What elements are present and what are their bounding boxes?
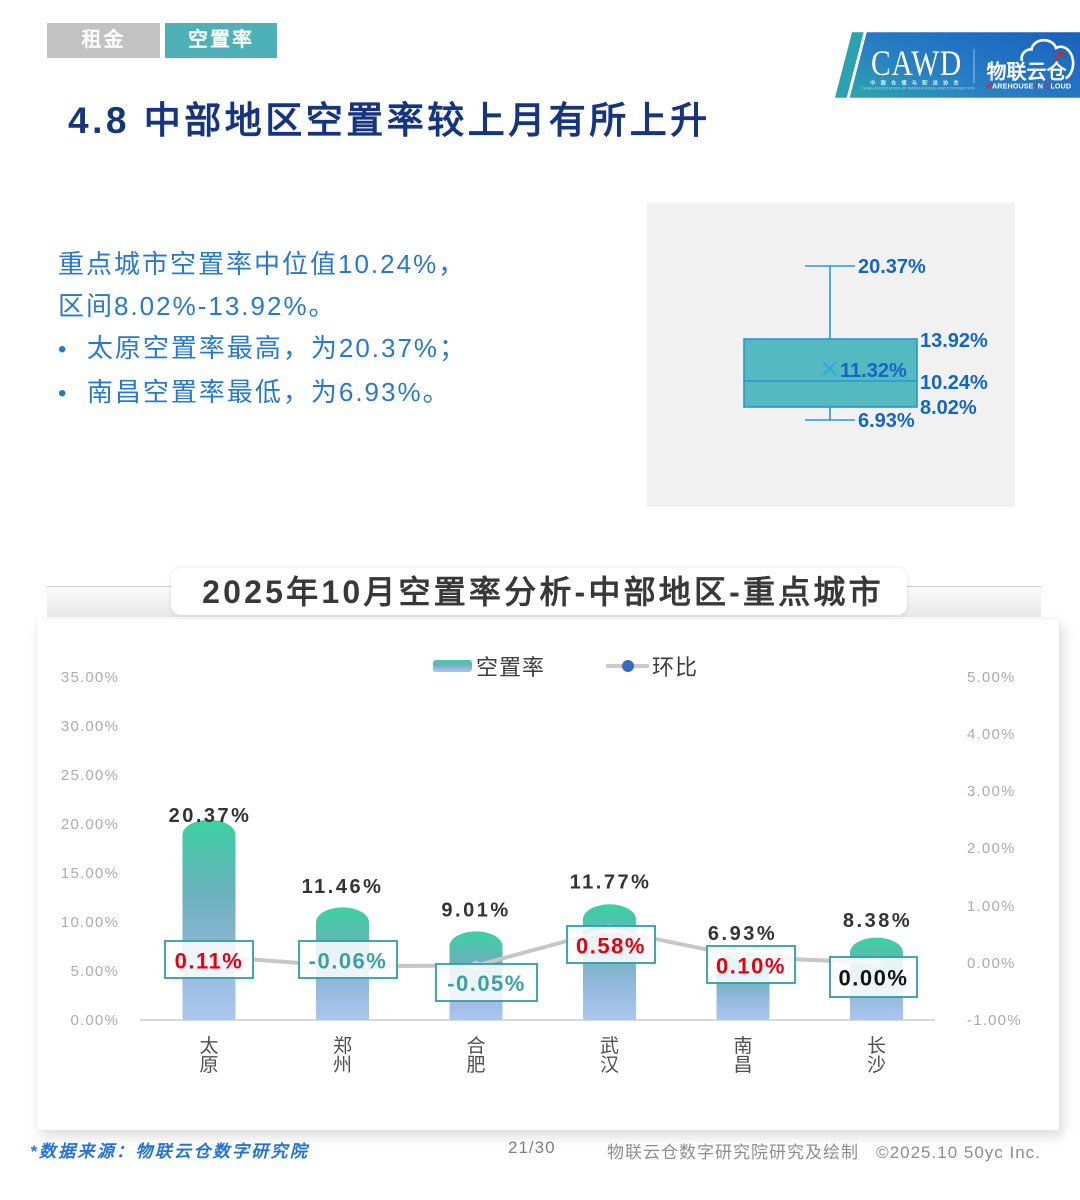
svg-text:-1.00%: -1.00%	[967, 1012, 1022, 1029]
svg-text:11.77%: 11.77%	[570, 872, 652, 894]
svg-text:WAREHOUSE IN CLOUD: WAREHOUSE IN CLOUD	[986, 82, 1072, 91]
svg-text:20.37%: 20.37%	[169, 805, 252, 827]
svg-text:20.00%: 20.00%	[61, 816, 119, 833]
svg-text:中国仓储与配送协会: 中国仓储与配送协会	[870, 79, 964, 87]
svg-text:长: 长	[867, 1035, 886, 1057]
svg-text:0.00%: 0.00%	[967, 955, 1016, 972]
svg-text:汉: 汉	[600, 1054, 619, 1076]
svg-text:CHINA ASSOCIATION OF WAREHOUSI: CHINA ASSOCIATION OF WAREHOUSING AND DIS…	[861, 87, 975, 91]
svg-text:-0.05%: -0.05%	[447, 971, 526, 996]
svg-text:11.32%: 11.32%	[840, 360, 907, 382]
svg-text:南: 南	[733, 1035, 752, 1057]
svg-text:沙: 沙	[867, 1055, 886, 1076]
svg-text:环比: 环比	[652, 655, 698, 680]
svg-text:25.00%: 25.00%	[61, 767, 119, 784]
svg-text:4.00%: 4.00%	[967, 726, 1016, 743]
svg-text:空置率: 空置率	[476, 655, 545, 680]
svg-text:0.10%: 0.10%	[716, 954, 786, 979]
svg-text:8.38%: 8.38%	[843, 910, 912, 932]
svg-text:5.00%: 5.00%	[70, 963, 119, 980]
svg-text:太: 太	[199, 1035, 218, 1057]
svg-text:0.00%: 0.00%	[70, 1012, 119, 1029]
svg-text:6.93%: 6.93%	[858, 410, 915, 432]
svg-text:5.00%: 5.00%	[967, 669, 1016, 686]
svg-text:-0.06%: -0.06%	[309, 949, 388, 974]
svg-text:原: 原	[199, 1055, 218, 1076]
svg-text:昌: 昌	[733, 1055, 752, 1076]
svg-text:物联云仓: 物联云仓	[987, 60, 1068, 84]
svg-text:10.00%: 10.00%	[61, 914, 119, 931]
svg-text:6.93%: 6.93%	[708, 923, 777, 945]
svg-text:9.01%: 9.01%	[441, 900, 510, 922]
svg-text:合: 合	[466, 1035, 485, 1057]
svg-text:3.00%: 3.00%	[967, 783, 1016, 800]
svg-text:0.11%: 0.11%	[175, 949, 244, 974]
svg-text:州: 州	[333, 1055, 352, 1076]
svg-text:11.46%: 11.46%	[302, 876, 384, 898]
svg-text:郑: 郑	[333, 1035, 352, 1057]
svg-text:13.92%: 13.92%	[920, 330, 988, 352]
svg-text:CAWD: CAWD	[871, 44, 962, 83]
svg-text:30.00%: 30.00%	[61, 718, 119, 735]
svg-text:武: 武	[600, 1035, 619, 1057]
svg-text:20.37%: 20.37%	[858, 256, 926, 278]
svg-text:8.02%: 8.02%	[920, 397, 977, 419]
svg-text:0.00%: 0.00%	[839, 966, 909, 991]
svg-text:1.00%: 1.00%	[967, 898, 1016, 915]
svg-text:35.00%: 35.00%	[61, 669, 119, 686]
svg-text:肥: 肥	[466, 1055, 485, 1076]
svg-text:10.24%: 10.24%	[920, 372, 988, 394]
svg-text:0.58%: 0.58%	[576, 934, 646, 959]
svg-text:15.00%: 15.00%	[61, 865, 119, 882]
svg-text:2.00%: 2.00%	[967, 840, 1016, 857]
